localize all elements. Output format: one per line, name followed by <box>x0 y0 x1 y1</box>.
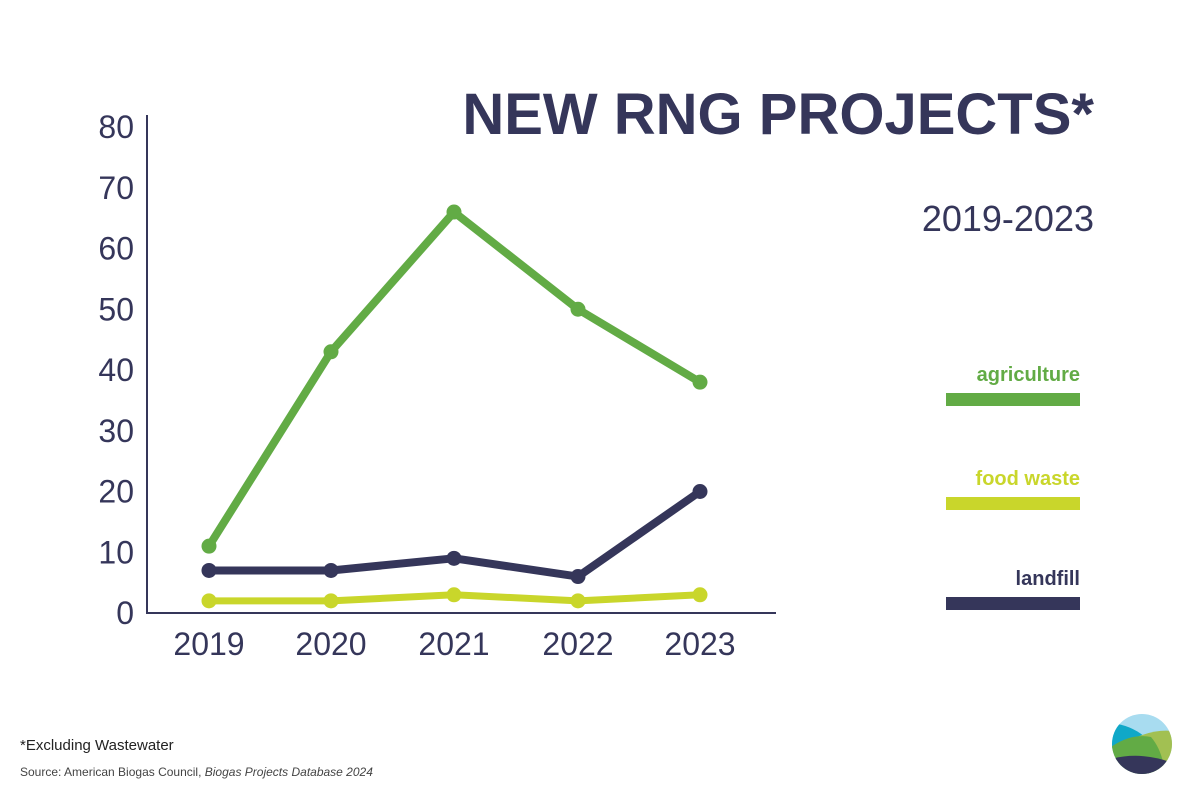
legend-swatch <box>946 497 1080 510</box>
x-tick-label: 2020 <box>295 626 366 662</box>
logo-icon <box>1112 714 1172 774</box>
chart-subtitle: 2019-2023 <box>921 198 1094 239</box>
y-tick-label: 40 <box>98 352 134 388</box>
y-tick-label: 30 <box>98 413 134 449</box>
data-point <box>446 587 462 603</box>
series-food-waste <box>201 587 708 609</box>
data-point <box>692 587 708 603</box>
legend-swatch <box>946 597 1080 610</box>
legend-landfill: landfill <box>940 568 1080 610</box>
chart-title: NEW RNG PROJECTS* <box>462 82 1094 147</box>
y-tick-label: 50 <box>98 291 134 327</box>
data-point <box>201 593 217 609</box>
source-note: Source: American Biogas Council, Biogas … <box>20 765 373 779</box>
data-point <box>570 301 586 317</box>
data-point <box>570 569 586 585</box>
data-point <box>323 562 339 578</box>
data-point <box>446 204 462 220</box>
series-line <box>205 208 703 549</box>
data-point <box>692 374 708 390</box>
source-prefix: Source: American Biogas Council, <box>20 765 205 779</box>
data-point <box>692 484 708 499</box>
x-tick-label: 2022 <box>542 626 613 662</box>
y-tick-label: 70 <box>98 170 134 206</box>
data-point <box>323 593 339 609</box>
legend-food-waste: food waste <box>940 468 1080 510</box>
data-point <box>570 593 586 609</box>
y-tick-label: 20 <box>98 474 134 510</box>
legend-swatch <box>946 393 1080 406</box>
legend-label: landfill <box>1015 568 1080 590</box>
y-tick-label: 0 <box>116 595 134 631</box>
y-tick-label: 60 <box>98 231 134 267</box>
series-agriculture <box>201 204 708 554</box>
data-point <box>446 550 462 566</box>
x-tick-label: 2023 <box>664 626 735 662</box>
legend-label: agriculture <box>976 364 1080 386</box>
legend-agriculture: agriculture <box>940 364 1080 406</box>
y-tick-label: 80 <box>98 109 134 145</box>
data-point <box>201 562 217 578</box>
legend-label: food waste <box>975 468 1080 490</box>
x-tick-label: 2021 <box>418 626 489 662</box>
data-point <box>323 344 339 360</box>
data-point <box>201 538 217 554</box>
x-tick-label: 2019 <box>173 626 244 662</box>
y-tick-label: 10 <box>98 534 134 570</box>
series-landfill <box>201 484 708 585</box>
footnote: *Excluding Wastewater <box>20 737 174 754</box>
source-title: Biogas Projects Database 2024 <box>204 765 373 779</box>
